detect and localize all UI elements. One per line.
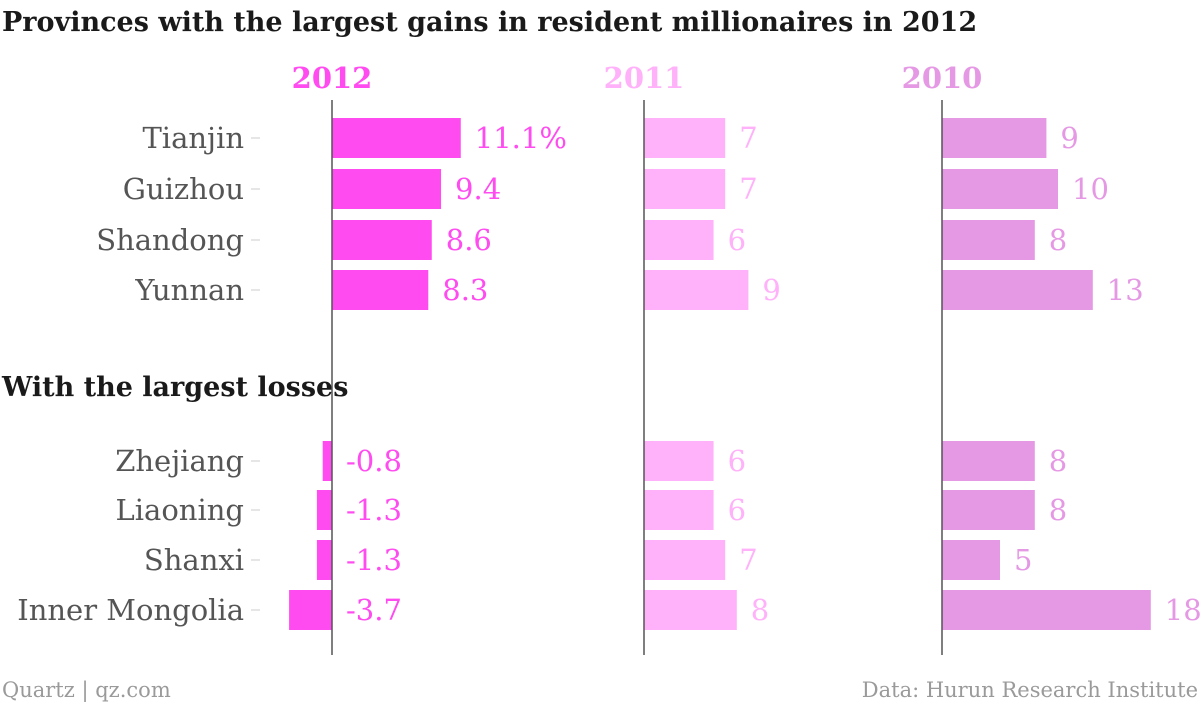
data-label-2012: 8.3 bbox=[442, 273, 488, 307]
series-header-2011: 2011 bbox=[604, 61, 685, 95]
category-label: Zhejiang bbox=[115, 444, 244, 478]
data-label-2010: 9 bbox=[1060, 121, 1078, 155]
bar-2011 bbox=[644, 118, 726, 158]
bar-2012 bbox=[289, 590, 332, 630]
bar-2011 bbox=[644, 590, 737, 630]
data-label-2010: 8 bbox=[1049, 444, 1067, 478]
bar-2010 bbox=[942, 590, 1151, 630]
section-title-losses: With the largest losses bbox=[1, 372, 348, 403]
bar-2010 bbox=[942, 490, 1035, 530]
series-header-2012: 2012 bbox=[292, 61, 373, 95]
data-label-2012: 11.1% bbox=[475, 121, 567, 155]
footer-source-left: Quartz | qz.com bbox=[2, 678, 171, 703]
bar-2011 bbox=[644, 220, 714, 260]
bar-2012 bbox=[332, 118, 461, 158]
bar-2012 bbox=[332, 169, 442, 209]
bar-2010 bbox=[942, 540, 1000, 580]
bar-2010 bbox=[942, 118, 1047, 158]
data-label-2011: 6 bbox=[728, 223, 746, 257]
bar-2012 bbox=[316, 540, 332, 580]
chart-marks: Tianjin Guizhou Shandong Yunnan Zhejiang Liao… bbox=[17, 61, 1200, 655]
data-label-2010: 13 bbox=[1107, 273, 1144, 307]
series-header-2010: 2010 bbox=[902, 61, 983, 95]
data-label-2010: 8 bbox=[1049, 493, 1067, 527]
bar-2011 bbox=[644, 540, 726, 580]
bar-2011 bbox=[644, 270, 749, 310]
bar-2012 bbox=[332, 220, 432, 260]
bar-2011 bbox=[644, 490, 714, 530]
data-label-2011: 6 bbox=[728, 444, 746, 478]
category-label: Liaoning bbox=[116, 493, 244, 527]
bar-2011 bbox=[644, 441, 714, 481]
data-label-2011: 6 bbox=[728, 493, 746, 527]
data-label-2011: 7 bbox=[739, 172, 757, 206]
bar-2010 bbox=[942, 169, 1058, 209]
bar-2012 bbox=[332, 270, 429, 310]
category-label: Yunnan bbox=[134, 273, 244, 307]
data-label-2011: 8 bbox=[751, 593, 769, 627]
category-label: Shanxi bbox=[144, 543, 244, 577]
data-label-2010: 5 bbox=[1014, 543, 1032, 577]
data-label-2012: -0.8 bbox=[346, 444, 402, 478]
bar-2010 bbox=[942, 270, 1093, 310]
data-label-2011: 7 bbox=[739, 121, 757, 155]
bar-2010 bbox=[942, 441, 1035, 481]
data-label-2012: -1.3 bbox=[346, 543, 402, 577]
footer-source-right: Data: Hurun Research Institute bbox=[862, 678, 1198, 702]
chart-title: Provinces with the largest gains in resi… bbox=[2, 7, 977, 38]
data-label-2010: 8 bbox=[1049, 223, 1067, 257]
data-label-2010: 10 bbox=[1072, 172, 1109, 206]
data-label-2012: 9.4 bbox=[455, 172, 501, 206]
data-label-2012: 8.6 bbox=[446, 223, 492, 257]
bar-2012 bbox=[322, 441, 332, 481]
data-label-2010: 18 bbox=[1165, 593, 1200, 627]
category-label: Tianjin bbox=[142, 121, 244, 155]
data-label-2011: 7 bbox=[739, 543, 757, 577]
category-label: Shandong bbox=[96, 223, 244, 257]
data-label-2011: 9 bbox=[762, 273, 780, 307]
data-label-2012: -1.3 bbox=[346, 493, 402, 527]
data-label-2012: -3.7 bbox=[346, 593, 402, 627]
category-label: Guizhou bbox=[123, 172, 244, 206]
bar-2011 bbox=[644, 169, 726, 209]
bar-2010 bbox=[942, 220, 1035, 260]
bar-2012 bbox=[316, 490, 332, 530]
category-label: Inner Mongolia bbox=[17, 593, 244, 627]
